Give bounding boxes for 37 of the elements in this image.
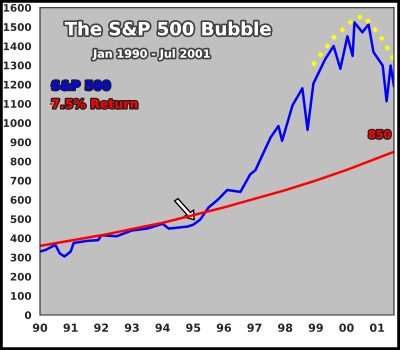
y-tick-label: 100	[11, 292, 32, 300]
x-tick-label: 91	[63, 324, 78, 332]
y-tick-label: 0	[24, 311, 32, 320]
x-tick-label: 00	[339, 324, 354, 332]
y-tick-label: 1400	[4, 42, 32, 50]
y-tick-label: 1200	[4, 80, 32, 89]
x-tick-label: 93	[124, 324, 139, 332]
y-tick-label: 400	[10, 234, 32, 242]
y-tick-label: 500	[10, 215, 32, 224]
y-tick-label: 1300	[4, 62, 32, 70]
y-tick-label: 700	[10, 176, 32, 185]
x-tick-label: 90	[32, 324, 48, 332]
x-tick-label: 96	[216, 324, 232, 332]
x-tick-label: 97	[247, 324, 262, 332]
y-tick-label: 1000	[4, 119, 32, 128]
y-tick-label: 900	[10, 138, 32, 146]
text: Jan 1990 - Jul 2001	[92, 49, 210, 60]
line-series	[40, 21, 394, 258]
line-series	[310, 13, 394, 68]
y-tick-label: 1100	[4, 100, 32, 108]
x-tick-label: 95	[186, 324, 200, 332]
x-tick-label: 92	[94, 324, 108, 332]
y-tick-label: 800	[10, 158, 32, 166]
x-tick-label: 01	[370, 324, 384, 332]
legend-label: S&P 500	[52, 80, 110, 90]
x-tick-label: 94	[155, 324, 170, 332]
legend-label: 7.5% Return	[52, 98, 138, 108]
y-tick-label: 200	[10, 272, 32, 281]
y-tick-label: 600	[10, 196, 32, 204]
y-tick-label: 1600	[4, 4, 32, 12]
y-tick-label: 1500	[4, 23, 32, 32]
text: The S&P 500 Bubble	[64, 22, 271, 36]
y-tick-label: 300	[10, 254, 32, 262]
x-tick-label: 99	[308, 324, 323, 332]
line-series	[40, 150, 394, 248]
annotation: 850	[368, 130, 391, 138]
x-tick-label: 98	[278, 324, 292, 332]
